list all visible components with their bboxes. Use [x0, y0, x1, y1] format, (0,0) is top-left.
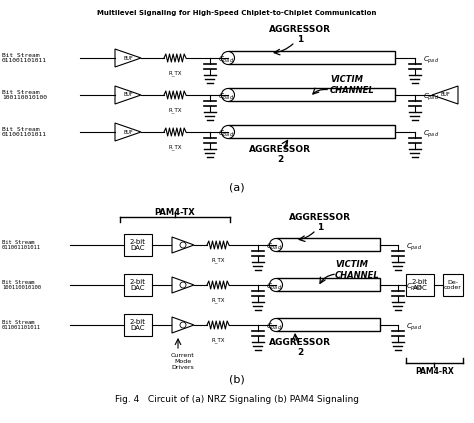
Text: BUF: BUF: [123, 93, 133, 97]
Text: $C_{pad}$: $C_{pad}$: [218, 91, 234, 103]
Text: (b): (b): [229, 375, 245, 385]
Text: AGGRESSOR: AGGRESSOR: [289, 213, 351, 222]
Text: R_TX: R_TX: [168, 70, 182, 76]
Text: R_TX: R_TX: [168, 144, 182, 150]
Text: R_TX: R_TX: [211, 257, 225, 263]
Bar: [124, 274, 152, 296]
Text: $C_{pad}$: $C_{pad}$: [406, 241, 422, 253]
Text: BUF: BUF: [123, 129, 133, 135]
Text: PAM4-TX: PAM4-TX: [155, 208, 195, 217]
Bar: [406, 274, 434, 296]
Text: $C_{pad}$: $C_{pad}$: [423, 54, 439, 66]
Text: De-
coder: De- coder: [444, 280, 462, 291]
Text: R_TX: R_TX: [168, 107, 182, 113]
Text: 2-bit
DAC: 2-bit DAC: [130, 239, 146, 252]
Text: AGGRESSOR: AGGRESSOR: [249, 145, 311, 154]
Text: 1: 1: [297, 35, 303, 44]
Polygon shape: [172, 317, 194, 333]
Text: VICTIM
CHANNEL: VICTIM CHANNEL: [330, 75, 375, 95]
Text: $C_{pad}$: $C_{pad}$: [266, 281, 282, 293]
Text: R_TX: R_TX: [211, 337, 225, 343]
Text: Fig. 4   Circuit of (a) NRZ Signaling (b) PAM4 Signaling: Fig. 4 Circuit of (a) NRZ Signaling (b) …: [115, 395, 359, 404]
Text: $C_{pad}$: $C_{pad}$: [218, 54, 234, 66]
Bar: [228, 88, 395, 102]
Text: Multilevel Signaling for High-Speed Chiplet-to-Chiplet Communication: Multilevel Signaling for High-Speed Chip…: [97, 10, 377, 16]
Text: 2-bit
DAC: 2-bit DAC: [130, 278, 146, 291]
Text: 2-bit
ADC: 2-bit ADC: [412, 278, 428, 291]
Text: 1: 1: [317, 223, 323, 232]
Polygon shape: [115, 86, 141, 104]
Bar: [124, 314, 152, 336]
Bar: [228, 52, 395, 64]
Text: $C_{pad}$: $C_{pad}$: [423, 91, 439, 103]
Text: Bit Stream
011001101011: Bit Stream 011001101011: [2, 320, 41, 330]
Text: PAM4-RX: PAM4-RX: [415, 367, 454, 376]
Circle shape: [221, 88, 235, 102]
Text: Bit Stream
011001101011: Bit Stream 011001101011: [2, 52, 47, 63]
Text: VICTIM
CHANNEL: VICTIM CHANNEL: [335, 260, 380, 280]
Text: $C_{pad}$: $C_{pad}$: [266, 241, 282, 253]
Circle shape: [270, 239, 283, 252]
Text: $C_{pad}$: $C_{pad}$: [406, 321, 422, 333]
Text: R_TX: R_TX: [211, 297, 225, 303]
Bar: [276, 319, 380, 332]
Text: BUF: BUF: [440, 93, 450, 97]
Bar: [443, 274, 463, 296]
Circle shape: [270, 278, 283, 291]
Text: Bit Stream
100110010100: Bit Stream 100110010100: [2, 90, 47, 100]
Polygon shape: [115, 123, 141, 141]
Polygon shape: [115, 49, 141, 67]
Circle shape: [180, 282, 186, 288]
Text: Bit Stream
011001101011: Bit Stream 011001101011: [2, 239, 41, 250]
Text: Bit Stream
100110010100: Bit Stream 100110010100: [2, 280, 41, 291]
Polygon shape: [172, 237, 194, 253]
Circle shape: [270, 319, 283, 332]
Text: 2-bit
DAC: 2-bit DAC: [130, 319, 146, 332]
Text: $C_{pad}$: $C_{pad}$: [266, 321, 282, 333]
Bar: [124, 234, 152, 256]
Polygon shape: [432, 86, 458, 104]
Circle shape: [180, 322, 186, 328]
Circle shape: [180, 242, 186, 248]
Bar: [276, 278, 380, 291]
Text: $C_{pad}$: $C_{pad}$: [218, 128, 234, 140]
Bar: [228, 126, 395, 138]
Text: 2: 2: [297, 348, 303, 357]
Polygon shape: [172, 277, 194, 293]
Text: Bit Stream
011001101011: Bit Stream 011001101011: [2, 126, 47, 137]
Text: (a): (a): [229, 182, 245, 192]
Text: $C_{pad}$: $C_{pad}$: [423, 128, 439, 140]
Text: BUF: BUF: [123, 55, 133, 60]
Text: AGGRESSOR: AGGRESSOR: [269, 338, 331, 347]
Text: AGGRESSOR: AGGRESSOR: [269, 25, 331, 34]
Text: $C_{pad}$: $C_{pad}$: [406, 281, 422, 293]
Circle shape: [221, 52, 235, 64]
Circle shape: [221, 126, 235, 138]
Bar: [276, 239, 380, 252]
Text: 2: 2: [277, 155, 283, 164]
Text: Current
Mode
Drivers: Current Mode Drivers: [171, 353, 195, 370]
